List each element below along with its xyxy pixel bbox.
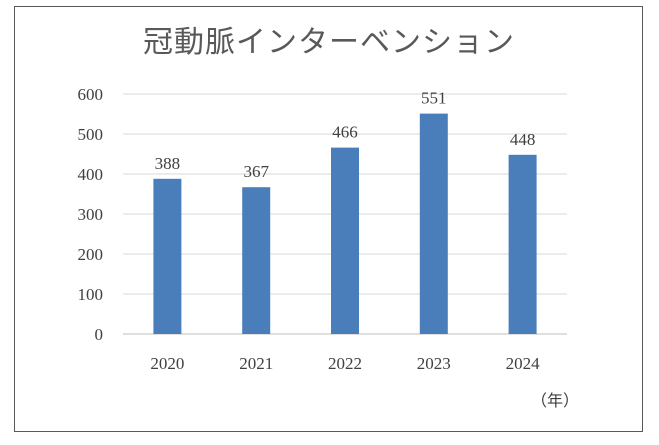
x-tick-label-2021: 2021 xyxy=(239,354,273,373)
x-tick-label-2023: 2023 xyxy=(417,354,451,373)
chart-frame xyxy=(14,6,643,432)
x-tick-label-2024: 2024 xyxy=(506,354,541,373)
data-label-2021: 367 xyxy=(243,162,269,181)
y-tick-label: 100 xyxy=(78,285,104,304)
y-tick-label: 0 xyxy=(95,325,104,344)
y-tick-label: 500 xyxy=(78,125,104,144)
bar-2023 xyxy=(419,113,448,334)
x-tick-label-2022: 2022 xyxy=(328,354,362,373)
y-tick-label: 400 xyxy=(78,165,104,184)
bar-2020 xyxy=(153,178,182,334)
data-label-2024: 448 xyxy=(510,130,536,149)
chart-title: 冠動脈インターベンション xyxy=(143,25,515,60)
y-tick-label: 600 xyxy=(78,85,104,104)
data-labels: 388 367 466 551 448 xyxy=(155,89,536,182)
bar-2021 xyxy=(242,187,271,334)
x-axis-unit-label: （年） xyxy=(531,391,579,410)
data-label-2023: 551 xyxy=(421,89,447,108)
y-tick-label: 300 xyxy=(78,205,104,224)
y-axis-ticks: 0 100 200 300 400 500 600 xyxy=(78,85,104,344)
bar-2024 xyxy=(508,154,537,334)
data-label-2022: 466 xyxy=(332,123,358,142)
y-tick-label: 200 xyxy=(78,245,104,264)
x-axis-ticks: 2020 2021 2022 2023 2024 xyxy=(150,354,540,373)
bars xyxy=(153,113,537,334)
bar-2022 xyxy=(331,147,359,334)
x-tick-label-2020: 2020 xyxy=(150,354,184,373)
data-label-2020: 388 xyxy=(155,154,181,173)
